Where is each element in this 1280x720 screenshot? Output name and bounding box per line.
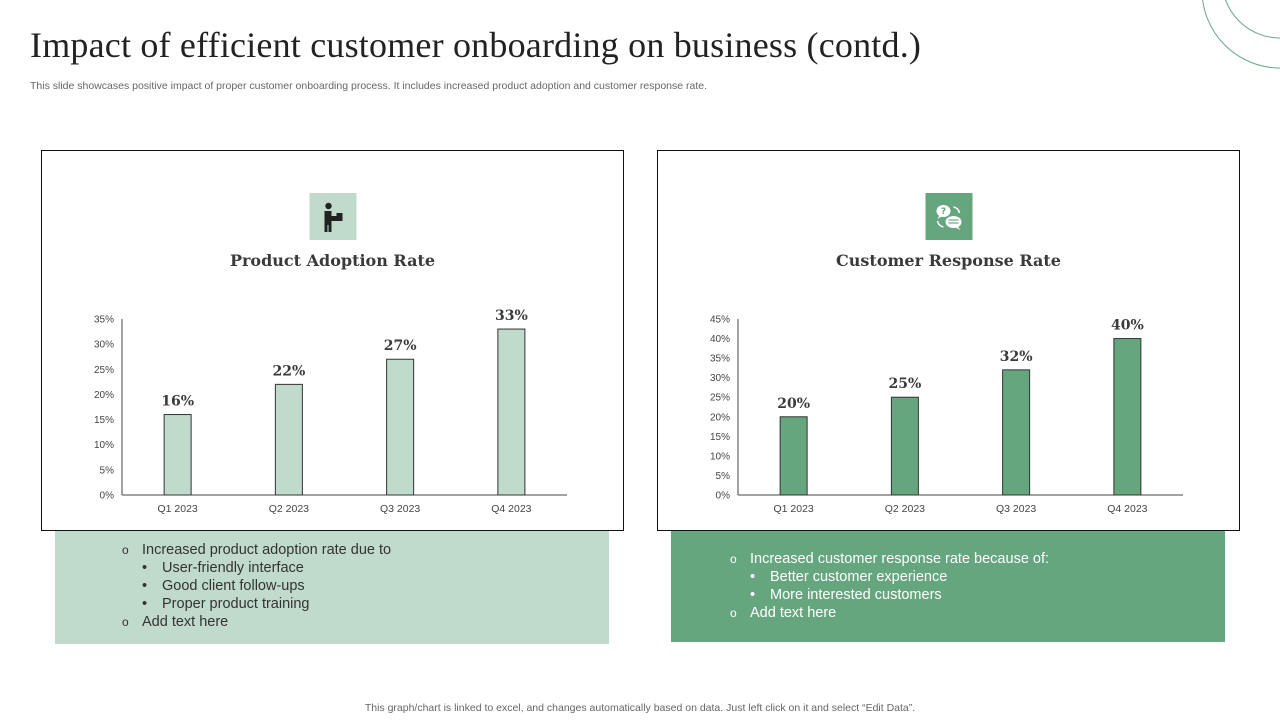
y-tick-label: 30% xyxy=(94,340,114,351)
note-subitem: More interested customers xyxy=(730,586,1049,604)
y-tick-label: 40% xyxy=(710,334,730,345)
y-tick-label: 25% xyxy=(94,365,114,376)
icon-tile: ? xyxy=(925,193,972,240)
chart-title: Product Adoption Rate xyxy=(229,251,436,270)
x-category-label: Q1 2023 xyxy=(773,503,813,515)
page-subtitle: This slide showcases positive impact of … xyxy=(30,80,708,92)
page-title: Impact of efficient customer onboarding … xyxy=(30,25,922,65)
bar[interactable] xyxy=(497,328,526,496)
x-category-label: Q2 2023 xyxy=(885,503,925,515)
data-label: 22% xyxy=(272,363,305,379)
y-tick-label: 20% xyxy=(710,412,730,423)
x-category-label: Q2 2023 xyxy=(269,503,309,515)
x-category-label: Q3 2023 xyxy=(380,503,420,515)
bar[interactable] xyxy=(890,396,919,496)
y-tick-label: 10% xyxy=(710,451,730,462)
chart-title: Customer Response Rate xyxy=(836,251,1061,270)
y-tick-label: 0% xyxy=(100,491,115,502)
y-tick-label: 5% xyxy=(716,471,731,482)
product-adoption-panel: Product Adoption Rate 0% 5% 10% 15% 20% 25% 30… xyxy=(41,150,624,531)
svg-text:?: ? xyxy=(941,207,946,217)
customer-response-notes: Increased customer response rate because… xyxy=(671,531,1225,642)
data-label: 27% xyxy=(384,338,417,354)
y-tick-label: 0% xyxy=(716,491,731,502)
note-item: Increased product adoption rate due to xyxy=(122,541,391,559)
x-category-label: Q3 2023 xyxy=(996,503,1036,515)
y-tick-label: 5% xyxy=(100,465,115,476)
product-adoption-notes: Increased product adoption rate due toUs… xyxy=(55,531,609,644)
note-item: Increased customer response rate because… xyxy=(730,550,1049,568)
bar[interactable] xyxy=(1113,338,1142,496)
data-label: 32% xyxy=(1000,349,1033,365)
person-with-box-icon xyxy=(324,202,343,232)
note-subitem: Proper product training xyxy=(122,595,391,613)
data-label: 20% xyxy=(777,396,810,412)
data-label: 33% xyxy=(495,308,528,324)
data-label: 25% xyxy=(888,376,921,392)
note-subitem: Good client follow-ups xyxy=(122,577,391,595)
y-tick-label: 45% xyxy=(710,315,730,326)
note-item: Add text here xyxy=(730,604,1049,622)
bar[interactable] xyxy=(1002,369,1031,496)
customer-response-panel: ? Customer Response Rate 0% 5% 10% 15% 20% 25… xyxy=(657,150,1240,531)
x-category-label: Q4 2023 xyxy=(491,503,531,515)
chat-bubbles-exchange-icon: ? xyxy=(936,204,962,230)
icon-tile xyxy=(309,193,356,240)
y-tick-label: 25% xyxy=(710,393,730,404)
y-tick-label: 30% xyxy=(710,373,730,384)
footer-note: This graph/chart is linked to excel, and… xyxy=(364,702,916,714)
x-category-label: Q1 2023 xyxy=(157,503,197,515)
y-tick-label: 15% xyxy=(94,415,114,426)
note-subitem: Better customer experience xyxy=(730,568,1049,586)
y-tick-label: 15% xyxy=(710,432,730,443)
bar[interactable] xyxy=(386,358,415,496)
note-item: Add text here xyxy=(122,613,391,631)
data-label: 16% xyxy=(161,394,194,410)
y-tick-label: 20% xyxy=(94,390,114,401)
bar[interactable] xyxy=(274,383,303,496)
data-label: 40% xyxy=(1111,318,1144,334)
note-subitem: User-friendly interface xyxy=(122,559,391,577)
product-adoption-bar-chart[interactable]: 0% 5% 10% 15% 20% 25% 30% 35% 16% Q1 2023 22% Q2 20… xyxy=(42,301,625,526)
y-tick-label: 10% xyxy=(94,440,114,451)
y-tick-label: 35% xyxy=(94,315,114,326)
customer-response-bar-chart[interactable]: 0% 5% 10% 15% 20% 25% 30% 35% 40% 45% 20% Q1 2023 25… xyxy=(658,301,1241,526)
decorative-circles-icon xyxy=(1202,0,1280,69)
bar[interactable] xyxy=(779,416,808,496)
bar[interactable] xyxy=(163,414,192,496)
x-category-label: Q4 2023 xyxy=(1107,503,1147,515)
y-tick-label: 35% xyxy=(710,354,730,365)
